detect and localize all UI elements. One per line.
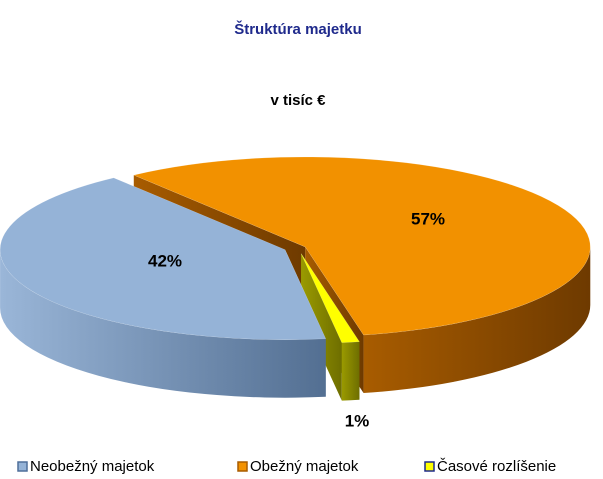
legend-label: Obežný majetok	[250, 458, 359, 475]
data-label: 42%	[148, 251, 182, 270]
slice-wall	[341, 341, 360, 401]
data-label: 57%	[411, 209, 445, 228]
legend-swatch	[17, 461, 28, 472]
chart-subtitle: v tisíc €	[270, 92, 326, 109]
data-label: 1%	[345, 411, 370, 430]
legend-swatch	[424, 461, 435, 472]
legend-label: Časové rozlíšenie	[437, 458, 556, 475]
chart-title: Štruktúra majetku	[234, 20, 362, 38]
pie-slice	[0, 177, 327, 398]
slice-wall	[0, 249, 326, 398]
slice-wall	[363, 246, 591, 394]
slice-top	[0, 177, 327, 340]
slice-side	[301, 253, 342, 401]
legend-label: Neobežný majetok	[30, 458, 155, 475]
slice-top	[300, 253, 360, 343]
pie-slice	[300, 253, 360, 401]
legend-swatch	[237, 461, 248, 472]
slice-top	[132, 156, 591, 336]
